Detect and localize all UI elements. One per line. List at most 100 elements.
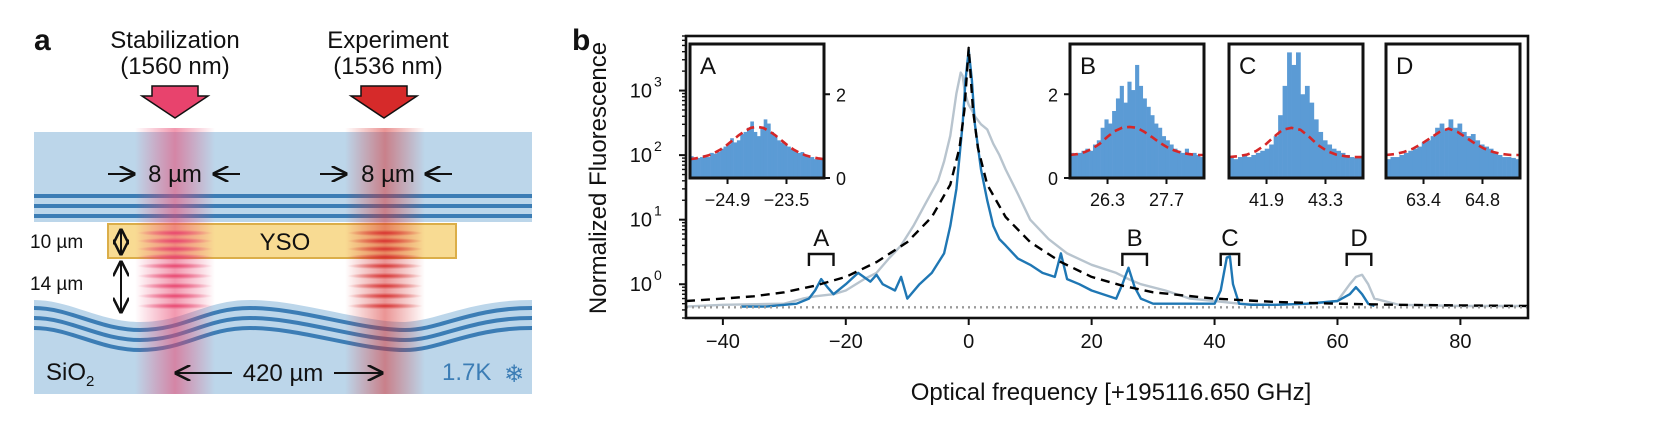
x-tick-label: −20 [829, 331, 863, 353]
inset-bar [1358, 157, 1364, 178]
inset-bar [1196, 154, 1201, 178]
inset-bar [1331, 148, 1337, 178]
yso-label: YSO [260, 229, 311, 256]
inset-bar [1336, 150, 1341, 178]
y-tick-exponent: 2 [654, 138, 662, 154]
inset-bar [1260, 150, 1266, 178]
inset-x-tick-label: 64.8 [1465, 190, 1500, 210]
y-tick-exponent: 1 [654, 203, 662, 219]
experiment-beam [345, 128, 425, 394]
inset-bar [753, 131, 758, 178]
inset-bar [760, 127, 764, 178]
inset-bar [703, 154, 708, 178]
fringe-1-7 [347, 292, 423, 300]
gap-thickness-label: 14 µm [30, 274, 83, 295]
inset-bar [1412, 148, 1418, 178]
main-plot-frame [684, 34, 1530, 320]
inset-bar [1123, 102, 1128, 179]
inset-bar [1282, 85, 1288, 179]
inset-bar [1251, 154, 1257, 178]
inset-bar [1457, 123, 1463, 178]
bracket-D [1345, 252, 1373, 266]
inset-bar [1506, 157, 1512, 178]
panel-a: a YSO Stabilization (1560 nm) Experiment [30, 24, 533, 394]
inset-bar [1448, 119, 1454, 178]
inset-bar [1304, 85, 1310, 179]
inset-fit-line [1385, 127, 1520, 157]
inset-bar [1417, 146, 1423, 178]
inset-x-tick-label: 41.9 [1249, 190, 1284, 210]
inset-bar [787, 146, 791, 178]
inset-bar [1081, 150, 1086, 178]
fringe-0-5 [137, 272, 213, 280]
inset-bar [720, 148, 724, 178]
y-tick-label: 10 [630, 210, 652, 232]
inset-bar [783, 144, 788, 178]
inset-bar [1475, 140, 1481, 178]
inset-bar [1444, 129, 1449, 178]
inset-bar [1127, 81, 1132, 178]
inset-bar [813, 159, 818, 178]
stabilization-title: Stabilization [110, 27, 239, 54]
stabilization-arrow-icon [139, 85, 211, 119]
inset-bar [1100, 127, 1105, 178]
inset-bar [820, 159, 825, 178]
y-tick-exponent: 3 [654, 74, 662, 90]
x-tick-label: 40 [1203, 331, 1225, 353]
inset-bar [740, 134, 744, 178]
inset-bar [1138, 85, 1144, 179]
inset-bar [1154, 123, 1159, 178]
substrate-label: SiO2 [46, 359, 94, 390]
inset-bar [1466, 136, 1472, 179]
inset-bar [1453, 127, 1458, 178]
inset-bar [1435, 127, 1440, 178]
inset-bar [1479, 144, 1485, 178]
inset-bar [1296, 52, 1301, 179]
inset-bar [1354, 157, 1359, 178]
inset-bar [746, 127, 751, 178]
standing-wave-fringes [137, 229, 423, 310]
inset-bar [736, 140, 741, 178]
fringe-0-0 [137, 229, 213, 237]
inset-bar [1327, 144, 1333, 178]
inset-bar [1070, 152, 1075, 178]
inset-bar [733, 142, 738, 178]
inset-bar [1200, 157, 1205, 178]
inset-bar [1173, 148, 1178, 178]
inset-bar [767, 123, 771, 178]
x-axis-label: Optical frequency [+195116.650 GHz] [911, 379, 1311, 406]
y-tick-label: 10 [630, 81, 652, 103]
inset-bar [1269, 144, 1274, 178]
fringe-1-1 [347, 237, 423, 245]
inset-x-tick-label: 63.4 [1406, 190, 1441, 210]
inset-x-tick-label: −23.5 [764, 190, 810, 210]
inset-bar [1408, 150, 1414, 178]
inset-bar [1119, 85, 1124, 179]
fringe-1-6 [347, 282, 423, 290]
bracket-label-D: D [1350, 225, 1367, 252]
x-tick-label: −40 [706, 331, 740, 353]
experiment-arrow-icon [348, 85, 420, 119]
experiment-wavelength: (1536 nm) [333, 53, 442, 80]
inset-bar [1349, 157, 1355, 178]
inset-bar [1340, 152, 1346, 178]
panel-a-label: a [34, 24, 51, 57]
inset-bar [803, 154, 808, 178]
inset-bar [1255, 152, 1261, 178]
bracket-B [1121, 252, 1149, 266]
bracket-label-A: A [813, 225, 829, 252]
fringe-0-4 [137, 262, 213, 270]
inset-bar [1300, 94, 1306, 178]
inset-bar [807, 157, 811, 178]
inset-bar [1470, 134, 1476, 178]
x-tick-label: 20 [1081, 331, 1103, 353]
insets: A −24.9 −23.5 0 2 B 26.3 27.7 0 2 C 41.9 43.3 D 63.4 64… [688, 42, 1522, 210]
inset-bar [1233, 159, 1239, 178]
inset-bar [1313, 119, 1319, 178]
stabilization-wavelength: (1560 nm) [120, 53, 229, 80]
inset-bar [1188, 154, 1193, 178]
fringe-0-3 [137, 253, 213, 261]
